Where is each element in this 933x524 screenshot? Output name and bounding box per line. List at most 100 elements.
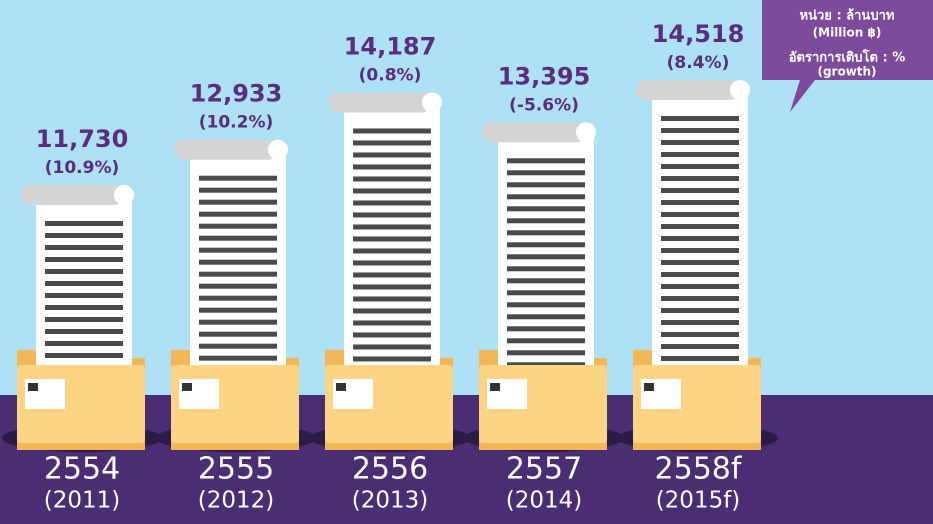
category-label: 2557 [506, 452, 582, 487]
paper-line [661, 332, 739, 337]
paper-line [507, 242, 585, 247]
paper-line [507, 194, 585, 199]
folder-card-icon [182, 383, 192, 391]
growth-label: (-5.6%) [509, 95, 579, 115]
paper-line [661, 260, 739, 265]
value-label: 14,518 [652, 20, 745, 48]
paper-line [661, 272, 739, 277]
value-label: 13,395 [498, 62, 591, 90]
paper-line [507, 254, 585, 259]
paper-line [507, 314, 585, 319]
paper-line [199, 236, 277, 241]
paper-line [661, 128, 739, 133]
value-label: 12,933 [190, 80, 283, 108]
paper-line [353, 188, 431, 193]
paper-line [45, 221, 123, 226]
folder-card-icon [644, 383, 654, 391]
paper-line [353, 356, 431, 361]
paper-line [507, 278, 585, 283]
legend-text: หน่วย : ล้านบาท [800, 8, 895, 24]
paper-line [661, 164, 739, 169]
sub-category-label: (2015f) [656, 488, 741, 514]
paper-line [199, 212, 277, 217]
paper-line [45, 245, 123, 250]
legend-text: อัตราการเติบโต : % [789, 49, 906, 66]
paper-line [507, 170, 585, 175]
paper-line [199, 332, 277, 337]
paper-line [353, 260, 431, 265]
paper-line [45, 329, 123, 334]
paper-line [507, 326, 585, 331]
paper-line [507, 206, 585, 211]
paper-line [661, 356, 739, 361]
paper-line [661, 344, 739, 349]
paper-line [353, 140, 431, 145]
growth-label: (10.9%) [45, 158, 120, 178]
paper-line [661, 176, 739, 181]
paper-line [45, 353, 123, 358]
paper-line [353, 248, 431, 253]
paper-line [45, 233, 123, 238]
paper-line [45, 341, 123, 346]
paper-line [661, 188, 739, 193]
paper-line [353, 308, 431, 313]
folder-card-icon [490, 383, 500, 391]
paper-roll [174, 140, 278, 160]
paper-line [353, 128, 431, 133]
paper-line [507, 182, 585, 187]
paper-roll [636, 80, 740, 100]
paper-line [353, 176, 431, 181]
paper-line [507, 158, 585, 163]
paper-line [353, 344, 431, 349]
paper-line [199, 224, 277, 229]
paper-line [353, 296, 431, 301]
paper-roll [482, 122, 586, 142]
paper-line [353, 284, 431, 289]
paper-line [353, 212, 431, 217]
legend-text: (Million ฿) [813, 26, 882, 40]
growth-label: (10.2%) [199, 113, 274, 133]
paper-roll-end [576, 122, 596, 142]
paper-line [661, 248, 739, 253]
paper-line [199, 272, 277, 277]
category-label: 2556 [352, 452, 428, 487]
growth-label: (8.4%) [667, 53, 730, 73]
paper-line [199, 188, 277, 193]
paper-line [507, 218, 585, 223]
paper-line [507, 338, 585, 343]
paper-roll-end [422, 92, 442, 112]
paper-roll-end [730, 80, 750, 100]
paper-line [45, 269, 123, 274]
paper-line [199, 356, 277, 361]
paper-line [199, 200, 277, 205]
folder-card-icon [336, 383, 346, 391]
paper-line [353, 236, 431, 241]
category-label: 2554 [44, 452, 120, 487]
paper-roll [20, 185, 124, 205]
paper-line [353, 200, 431, 205]
sub-category-label: (2013) [352, 488, 428, 514]
paper-line [199, 296, 277, 301]
paper-line [199, 320, 277, 325]
paper-line [353, 272, 431, 277]
paper-line [661, 284, 739, 289]
category-label: 2555 [198, 452, 274, 487]
paper-line [199, 176, 277, 181]
paper-line [661, 320, 739, 325]
paper-line [661, 224, 739, 229]
paper-line [353, 152, 431, 157]
paper-line [199, 260, 277, 265]
paper-roll-end [268, 140, 288, 160]
paper-line [45, 317, 123, 322]
paper-line [45, 257, 123, 262]
paper-line [199, 284, 277, 289]
paper-line [45, 281, 123, 286]
chart: หน่วย : ล้านบาท (Million ฿) อัตราการเติบ… [0, 0, 933, 524]
paper-line [45, 293, 123, 298]
paper-line [353, 332, 431, 337]
paper-line [353, 164, 431, 169]
growth-label: (0.8%) [359, 65, 422, 85]
paper-line [507, 266, 585, 271]
paper-line [661, 212, 739, 217]
value-label: 14,187 [344, 32, 437, 60]
